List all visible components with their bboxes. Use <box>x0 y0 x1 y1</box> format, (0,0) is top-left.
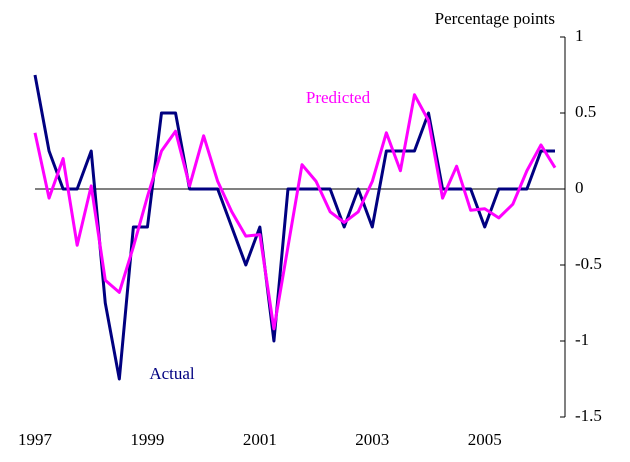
series-line <box>33 93 557 331</box>
x-tick-label: 2003 <box>355 430 389 449</box>
x-tick-label: 2005 <box>468 430 502 449</box>
y-tick-label: -0.5 <box>575 254 602 273</box>
y-axis-label: Percentage points <box>435 9 555 28</box>
y-tick-label: -1 <box>575 330 589 349</box>
y-tick-label: 0 <box>575 178 584 197</box>
series-line <box>33 74 555 381</box>
x-tick-label: 1997 <box>18 430 53 449</box>
x-tick-label: 1999 <box>130 430 164 449</box>
x-tick-label: 2001 <box>243 430 277 449</box>
annotation: Actual <box>149 364 195 383</box>
y-tick-label: -1.5 <box>575 406 602 425</box>
y-tick-label: 1 <box>575 26 584 45</box>
y-tick-label: 0.5 <box>575 102 596 121</box>
annotation: Predicted <box>306 88 371 107</box>
